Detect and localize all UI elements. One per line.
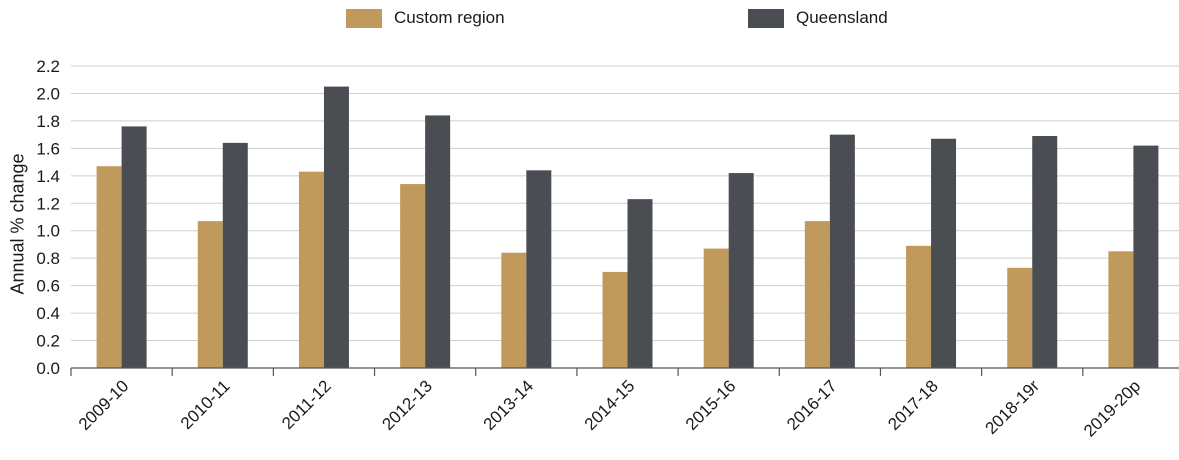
- legend-item-custom-region: Custom region: [346, 8, 505, 28]
- bar-queensland: [1032, 136, 1058, 368]
- y-tick-label: 2.0: [36, 84, 60, 103]
- bar-custom-region: [602, 271, 628, 368]
- bar-custom-region: [804, 221, 830, 368]
- y-tick-label: 0.6: [36, 277, 60, 296]
- x-tick-label: 2013-14: [480, 376, 538, 434]
- bar-custom-region: [906, 245, 932, 368]
- x-tick-label: 2019-20p: [1080, 376, 1144, 440]
- chart-legend: Custom region Queensland: [0, 8, 1179, 36]
- bar-custom-region: [400, 184, 426, 368]
- x-tick-label: 2010-11: [177, 376, 234, 433]
- y-tick-label: 1.6: [36, 139, 60, 158]
- bar-queensland: [121, 126, 147, 369]
- y-tick-label: 0.2: [36, 332, 60, 351]
- y-tick-label: 1.4: [36, 167, 60, 186]
- bar-queensland: [323, 86, 349, 368]
- bar-custom-region: [703, 248, 729, 368]
- bar-queensland: [829, 134, 855, 368]
- y-tick-label: 1.0: [36, 222, 60, 241]
- bar-custom-region: [1108, 251, 1134, 368]
- x-tick-label: 2017-18: [884, 376, 942, 434]
- y-tick-label: 2.2: [36, 57, 60, 76]
- bar-queensland: [728, 173, 754, 368]
- y-tick-label: 1.8: [36, 112, 60, 131]
- legend-label-queensland: Queensland: [796, 8, 888, 27]
- bar-queensland: [425, 115, 451, 368]
- bar-custom-region: [197, 221, 223, 368]
- bar-custom-region: [1007, 267, 1033, 368]
- bar-queensland: [222, 142, 248, 368]
- x-tick-label: 2015-16: [682, 376, 740, 434]
- x-tick-label: 2014-15: [581, 376, 639, 434]
- bar-custom-region: [501, 252, 527, 368]
- x-tick-label: 2009-10: [75, 376, 133, 434]
- bar-custom-region: [96, 166, 122, 368]
- y-tick-label: 0.4: [36, 304, 60, 323]
- legend-label-custom-region: Custom region: [394, 8, 505, 27]
- x-tick-label: 2012-13: [378, 376, 436, 434]
- x-tick-label: 2016-17: [783, 376, 841, 434]
- bar-queensland: [526, 170, 552, 368]
- bar-queensland: [931, 138, 957, 368]
- legend-swatch-queensland: [748, 8, 784, 28]
- y-tick-label: 0.0: [36, 359, 60, 378]
- x-tick-label: 2018-19r: [981, 376, 1043, 438]
- y-tick-label: 1.2: [36, 194, 60, 213]
- bar-custom-region: [298, 171, 324, 368]
- y-tick-label: 0.8: [36, 249, 60, 268]
- legend-item-queensland: Queensland: [748, 8, 888, 28]
- bar-queensland: [1133, 145, 1159, 368]
- bar-queensland: [627, 199, 653, 368]
- legend-swatch-custom-region: [346, 8, 382, 28]
- x-tick-label: 2011-12: [278, 376, 335, 433]
